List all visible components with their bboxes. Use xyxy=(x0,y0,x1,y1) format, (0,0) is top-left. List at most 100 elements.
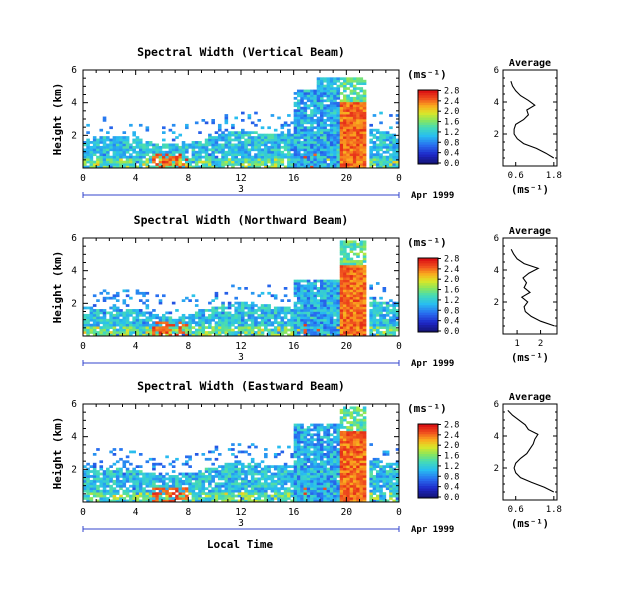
heatmap-cell xyxy=(290,148,294,151)
heatmap-cell xyxy=(149,478,153,481)
heatmap-cell xyxy=(126,487,130,490)
heatmap-cell xyxy=(208,326,212,329)
heatmap-cell xyxy=(215,136,219,139)
heatmap-cell xyxy=(96,299,100,302)
heatmap-cell xyxy=(340,270,344,273)
heatmap-cell xyxy=(360,285,364,288)
heatmap-cell xyxy=(340,148,344,151)
heatmap-cell xyxy=(152,465,156,468)
heatmap-cell xyxy=(123,151,127,154)
heatmap-cell xyxy=(225,121,229,124)
heatmap-cell xyxy=(123,141,127,144)
heatmap-cell xyxy=(353,85,357,88)
heatmap-cell xyxy=(360,146,364,149)
heatmap-cell xyxy=(340,299,344,302)
colorbar-swatch xyxy=(418,110,438,113)
heatmap-cell xyxy=(198,156,202,159)
heatmap-cell xyxy=(327,117,331,120)
heatmap-cell xyxy=(389,331,393,334)
heatmap-cell xyxy=(300,495,304,498)
heatmap-cell xyxy=(146,126,150,129)
heatmap-cell xyxy=(297,431,301,434)
heatmap-cell xyxy=(340,438,344,441)
heatmap-cell xyxy=(343,119,347,122)
heatmap-cell xyxy=(343,495,347,498)
heatmap-cell xyxy=(297,109,301,112)
heatmap-cell xyxy=(264,153,268,156)
heatmap-cell xyxy=(86,495,90,498)
heatmap-cell xyxy=(96,321,100,324)
heatmap-cell xyxy=(320,441,324,444)
heatmap-cell xyxy=(356,253,360,256)
heatmap-cell xyxy=(340,463,344,466)
heatmap-cell xyxy=(116,492,120,495)
heatmap-cell xyxy=(336,129,340,132)
colorbar-tick-label: 0.8 xyxy=(444,138,459,148)
heatmap-cell xyxy=(383,134,387,137)
heatmap-cell xyxy=(254,112,258,115)
heatmap-cell xyxy=(294,136,298,139)
heatmap-cell xyxy=(238,329,242,332)
heatmap-cell xyxy=(327,429,331,432)
heatmap-cell xyxy=(313,331,317,334)
heatmap-cell xyxy=(310,314,314,317)
heatmap-cell xyxy=(93,492,97,495)
heatmap-cell xyxy=(353,485,357,488)
heatmap-cell xyxy=(383,131,387,134)
heatmap-cell xyxy=(287,136,291,139)
heatmap-cell xyxy=(300,307,304,310)
heatmap-cell xyxy=(208,324,212,327)
heatmap-cell xyxy=(86,478,90,481)
heatmap-cell xyxy=(353,453,357,456)
heatmap-cell xyxy=(267,475,271,478)
heatmap-cell xyxy=(228,470,232,473)
heatmap-cell xyxy=(330,475,334,478)
heatmap-cell xyxy=(83,324,87,327)
heatmap-cell xyxy=(330,104,334,107)
heatmap-cell xyxy=(257,136,261,139)
heatmap-cell xyxy=(241,492,245,495)
heatmap-cell xyxy=(109,156,113,159)
heatmap-cell xyxy=(333,312,337,315)
heatmap-cell xyxy=(373,158,377,161)
heatmap-cell xyxy=(363,153,367,156)
heatmap-cell xyxy=(251,307,255,310)
heatmap-cell xyxy=(106,490,110,493)
heatmap-cell xyxy=(327,312,331,315)
heatmap-cell xyxy=(343,253,347,256)
heatmap-cell xyxy=(132,326,136,329)
heatmap-cell xyxy=(353,153,357,156)
heatmap-cell xyxy=(327,131,331,134)
heatmap-cell xyxy=(136,497,140,500)
heatmap-cell xyxy=(313,292,317,295)
heatmap-cell xyxy=(320,480,324,483)
heatmap-cell xyxy=(330,107,334,110)
heatmap-cell xyxy=(287,144,291,147)
heatmap-cell xyxy=(290,312,294,315)
heatmap-cell xyxy=(198,161,202,164)
average-y-tick-label: 2 xyxy=(494,130,499,140)
heatmap-cell xyxy=(376,139,380,142)
heatmap-cell xyxy=(320,331,324,334)
heatmap-cell xyxy=(336,312,340,315)
heatmap-cell xyxy=(267,316,271,319)
heatmap-cell xyxy=(96,331,100,334)
heatmap-cell xyxy=(323,282,327,285)
heatmap-cell xyxy=(340,102,344,105)
heatmap-cell xyxy=(205,480,209,483)
heatmap-cell xyxy=(363,97,367,100)
heatmap-cell xyxy=(294,316,298,319)
heatmap-cell xyxy=(106,131,110,134)
heatmap-cell xyxy=(317,107,321,110)
heatmap-cell xyxy=(340,304,344,307)
heatmap-cell xyxy=(379,121,383,124)
heatmap-cell xyxy=(346,497,350,500)
heatmap-cell xyxy=(304,429,308,432)
heatmap-cell xyxy=(192,331,196,334)
heatmap-cell xyxy=(310,490,314,493)
heatmap-cell xyxy=(327,326,331,329)
heatmap-cell xyxy=(330,490,334,493)
heatmap-cell xyxy=(284,482,288,485)
heatmap-cell xyxy=(369,146,373,149)
heatmap-cell xyxy=(353,490,357,493)
